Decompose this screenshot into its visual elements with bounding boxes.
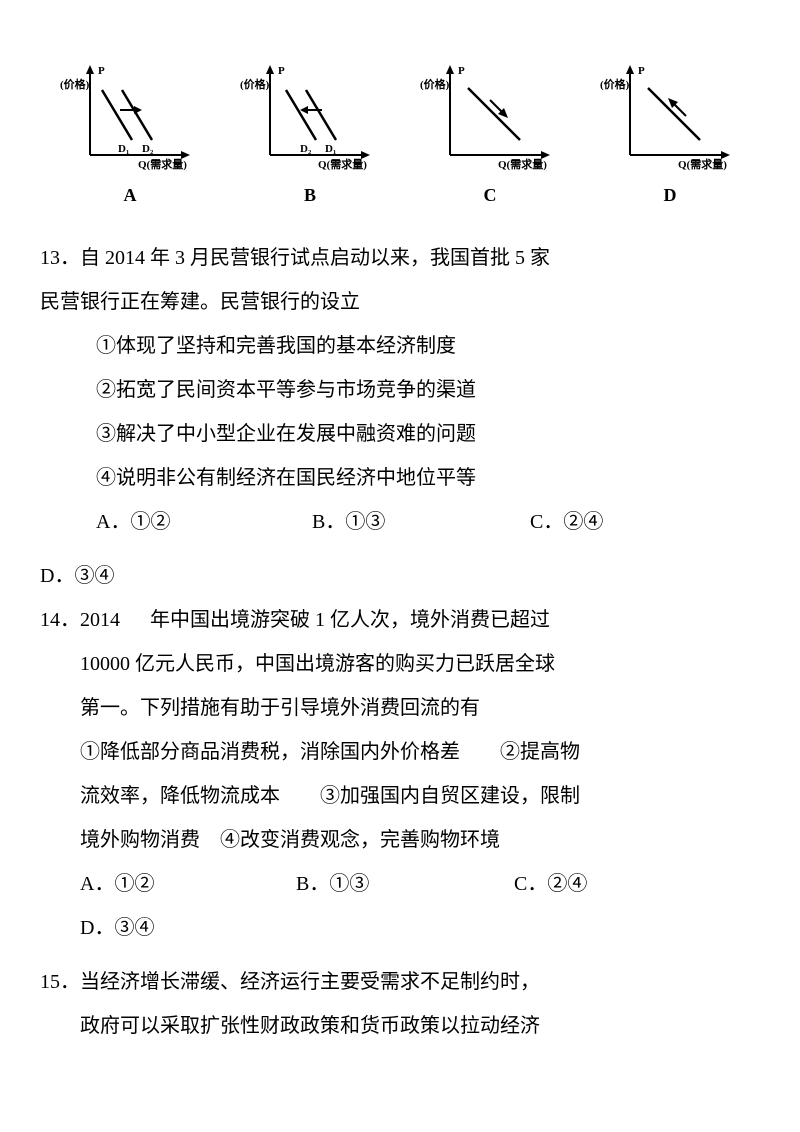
chart-a: P (价格) Q(需求量) D₁ D₂ A [60,60,200,206]
q13-option-a: A．①② [96,500,312,544]
q15-number: 15． [40,971,80,993]
q14-options: A．①② B．①③ C．②④ [40,862,760,906]
q14-stem1a: 2014 [80,609,120,631]
q13-option-b: B．①③ [312,500,530,544]
q13-stem-line2: 民营银行正在筹建。民营银行的设立 [40,280,760,324]
q13-opt4: ④说明非公有制经济在国民经济中地位平等 [40,456,760,500]
question-15: 15．当经济增长滞缓、经济运行主要受需求不足制约时， 政府可以采取扩张性财政政策… [40,960,760,1048]
svg-text:P: P [278,65,285,77]
chart-label-a: A [124,185,137,206]
svg-text:D₂: D₂ [300,143,312,155]
chart-d: P (价格) Q(需求量) D [600,60,740,206]
question-14: 14．2014 年中国出境游突破 1 亿人次，境外消费已超过 10000 亿元人民… [40,598,760,950]
chart-b: P (价格) Q(需求量) D₂ D₁ B [240,60,380,206]
q13-opt2: ②拓宽了民间资本平等参与市场竞争的渠道 [40,368,760,412]
q14-stem-line3: 第一。下列措施有助于引导境外消费回流的有 [40,686,760,730]
svg-text:(价格): (价格) [600,77,630,91]
chart-c: P (价格) Q(需求量) C [420,60,560,206]
svg-text:Q(需求量): Q(需求量) [498,157,547,171]
q13-option-c: C．②④ [530,500,680,544]
q15-stem-line2: 政府可以采取扩张性财政政策和货币政策以拉动经济 [40,1004,760,1048]
chart-label-b: B [304,185,316,206]
svg-text:D₁: D₁ [325,143,336,155]
svg-text:Q(需求量): Q(需求量) [318,157,367,171]
charts-row: P (价格) Q(需求量) D₁ D₂ A P (价格) Q(需求量) D₂ [40,60,760,206]
svg-text:D₂: D₂ [142,143,154,155]
svg-text:(价格): (价格) [240,77,270,91]
svg-text:D₁: D₁ [118,143,129,155]
svg-text:Q(需求量): Q(需求量) [678,157,727,171]
chart-d-svg: P (价格) Q(需求量) [600,60,740,180]
svg-text:(价格): (价格) [60,77,90,91]
q14-number: 14． [40,609,80,631]
q14-stem-line2: 10000 亿元人民币，中国出境游客的购买力已跃居全球 [40,642,760,686]
chart-a-svg: P (价格) Q(需求量) D₁ D₂ [60,60,200,180]
q14-option-d: D．③④ [40,906,760,950]
q15-stem1: 当经济增长滞缓、经济运行主要受需求不足制约时， [80,971,540,993]
q13-options: A．①② B．①③ C．②④ [40,500,760,544]
q13-option-d: D．③④ [40,554,760,598]
svg-text:Q(需求量): Q(需求量) [138,157,187,171]
q14-option-c: C．②④ [514,862,664,906]
q13-stem1: 自 2014 年 3 月民营银行试点启动以来，我国首批 5 家 [80,247,550,269]
q14-opts2: 流效率，降低物流成本 ③加强国内自贸区建设，限制 [40,774,760,818]
q13-opt1: ①体现了坚持和完善我国的基本经济制度 [40,324,760,368]
q14-option-b: B．①③ [296,862,514,906]
svg-text:(价格): (价格) [420,77,450,91]
q15-stem-line1: 15．当经济增长滞缓、经济运行主要受需求不足制约时， [40,960,760,1004]
chart-label-c: C [484,185,497,206]
chart-c-svg: P (价格) Q(需求量) [420,60,560,180]
q13-stem-line1: 13．自 2014 年 3 月民营银行试点启动以来，我国首批 5 家 [40,236,760,280]
q14-stem-line1: 14．2014 年中国出境游突破 1 亿人次，境外消费已超过 [40,598,760,642]
chart-label-d: D [664,185,677,206]
svg-text:P: P [98,65,105,77]
q14-option-a: A．①② [80,862,296,906]
q14-stem1b: 年中国出境游突破 1 亿人次，境外消费已超过 [150,609,550,631]
q14-opts3: 境外购物消费 ④改变消费观念，完善购物环境 [40,818,760,862]
question-13: 13．自 2014 年 3 月民营银行试点启动以来，我国首批 5 家 民营银行正… [40,236,760,544]
svg-text:P: P [458,65,465,77]
q13-number: 13． [40,247,80,269]
chart-b-svg: P (价格) Q(需求量) D₂ D₁ [240,60,380,180]
svg-text:P: P [638,65,645,77]
q14-opts1: ①降低部分商品消费税，消除国内外价格差 ②提高物 [40,730,760,774]
q13-opt3: ③解决了中小型企业在发展中融资难的问题 [40,412,760,456]
